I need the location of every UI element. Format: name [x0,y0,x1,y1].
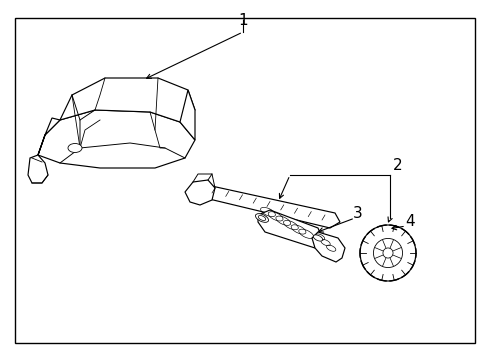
Polygon shape [258,210,322,248]
Polygon shape [38,110,195,168]
Text: 1: 1 [238,13,248,28]
Ellipse shape [313,235,322,241]
Circle shape [383,248,393,258]
Text: 2: 2 [393,158,403,174]
Polygon shape [38,118,60,155]
Ellipse shape [258,216,266,220]
Polygon shape [312,232,345,262]
Polygon shape [200,185,340,228]
Polygon shape [185,180,215,205]
Polygon shape [60,78,195,122]
Ellipse shape [68,144,82,153]
Text: 3: 3 [353,206,363,220]
Ellipse shape [255,214,269,222]
Text: 4: 4 [405,215,415,230]
Circle shape [373,238,403,267]
Polygon shape [180,90,195,140]
Polygon shape [28,155,48,183]
Circle shape [360,225,416,281]
